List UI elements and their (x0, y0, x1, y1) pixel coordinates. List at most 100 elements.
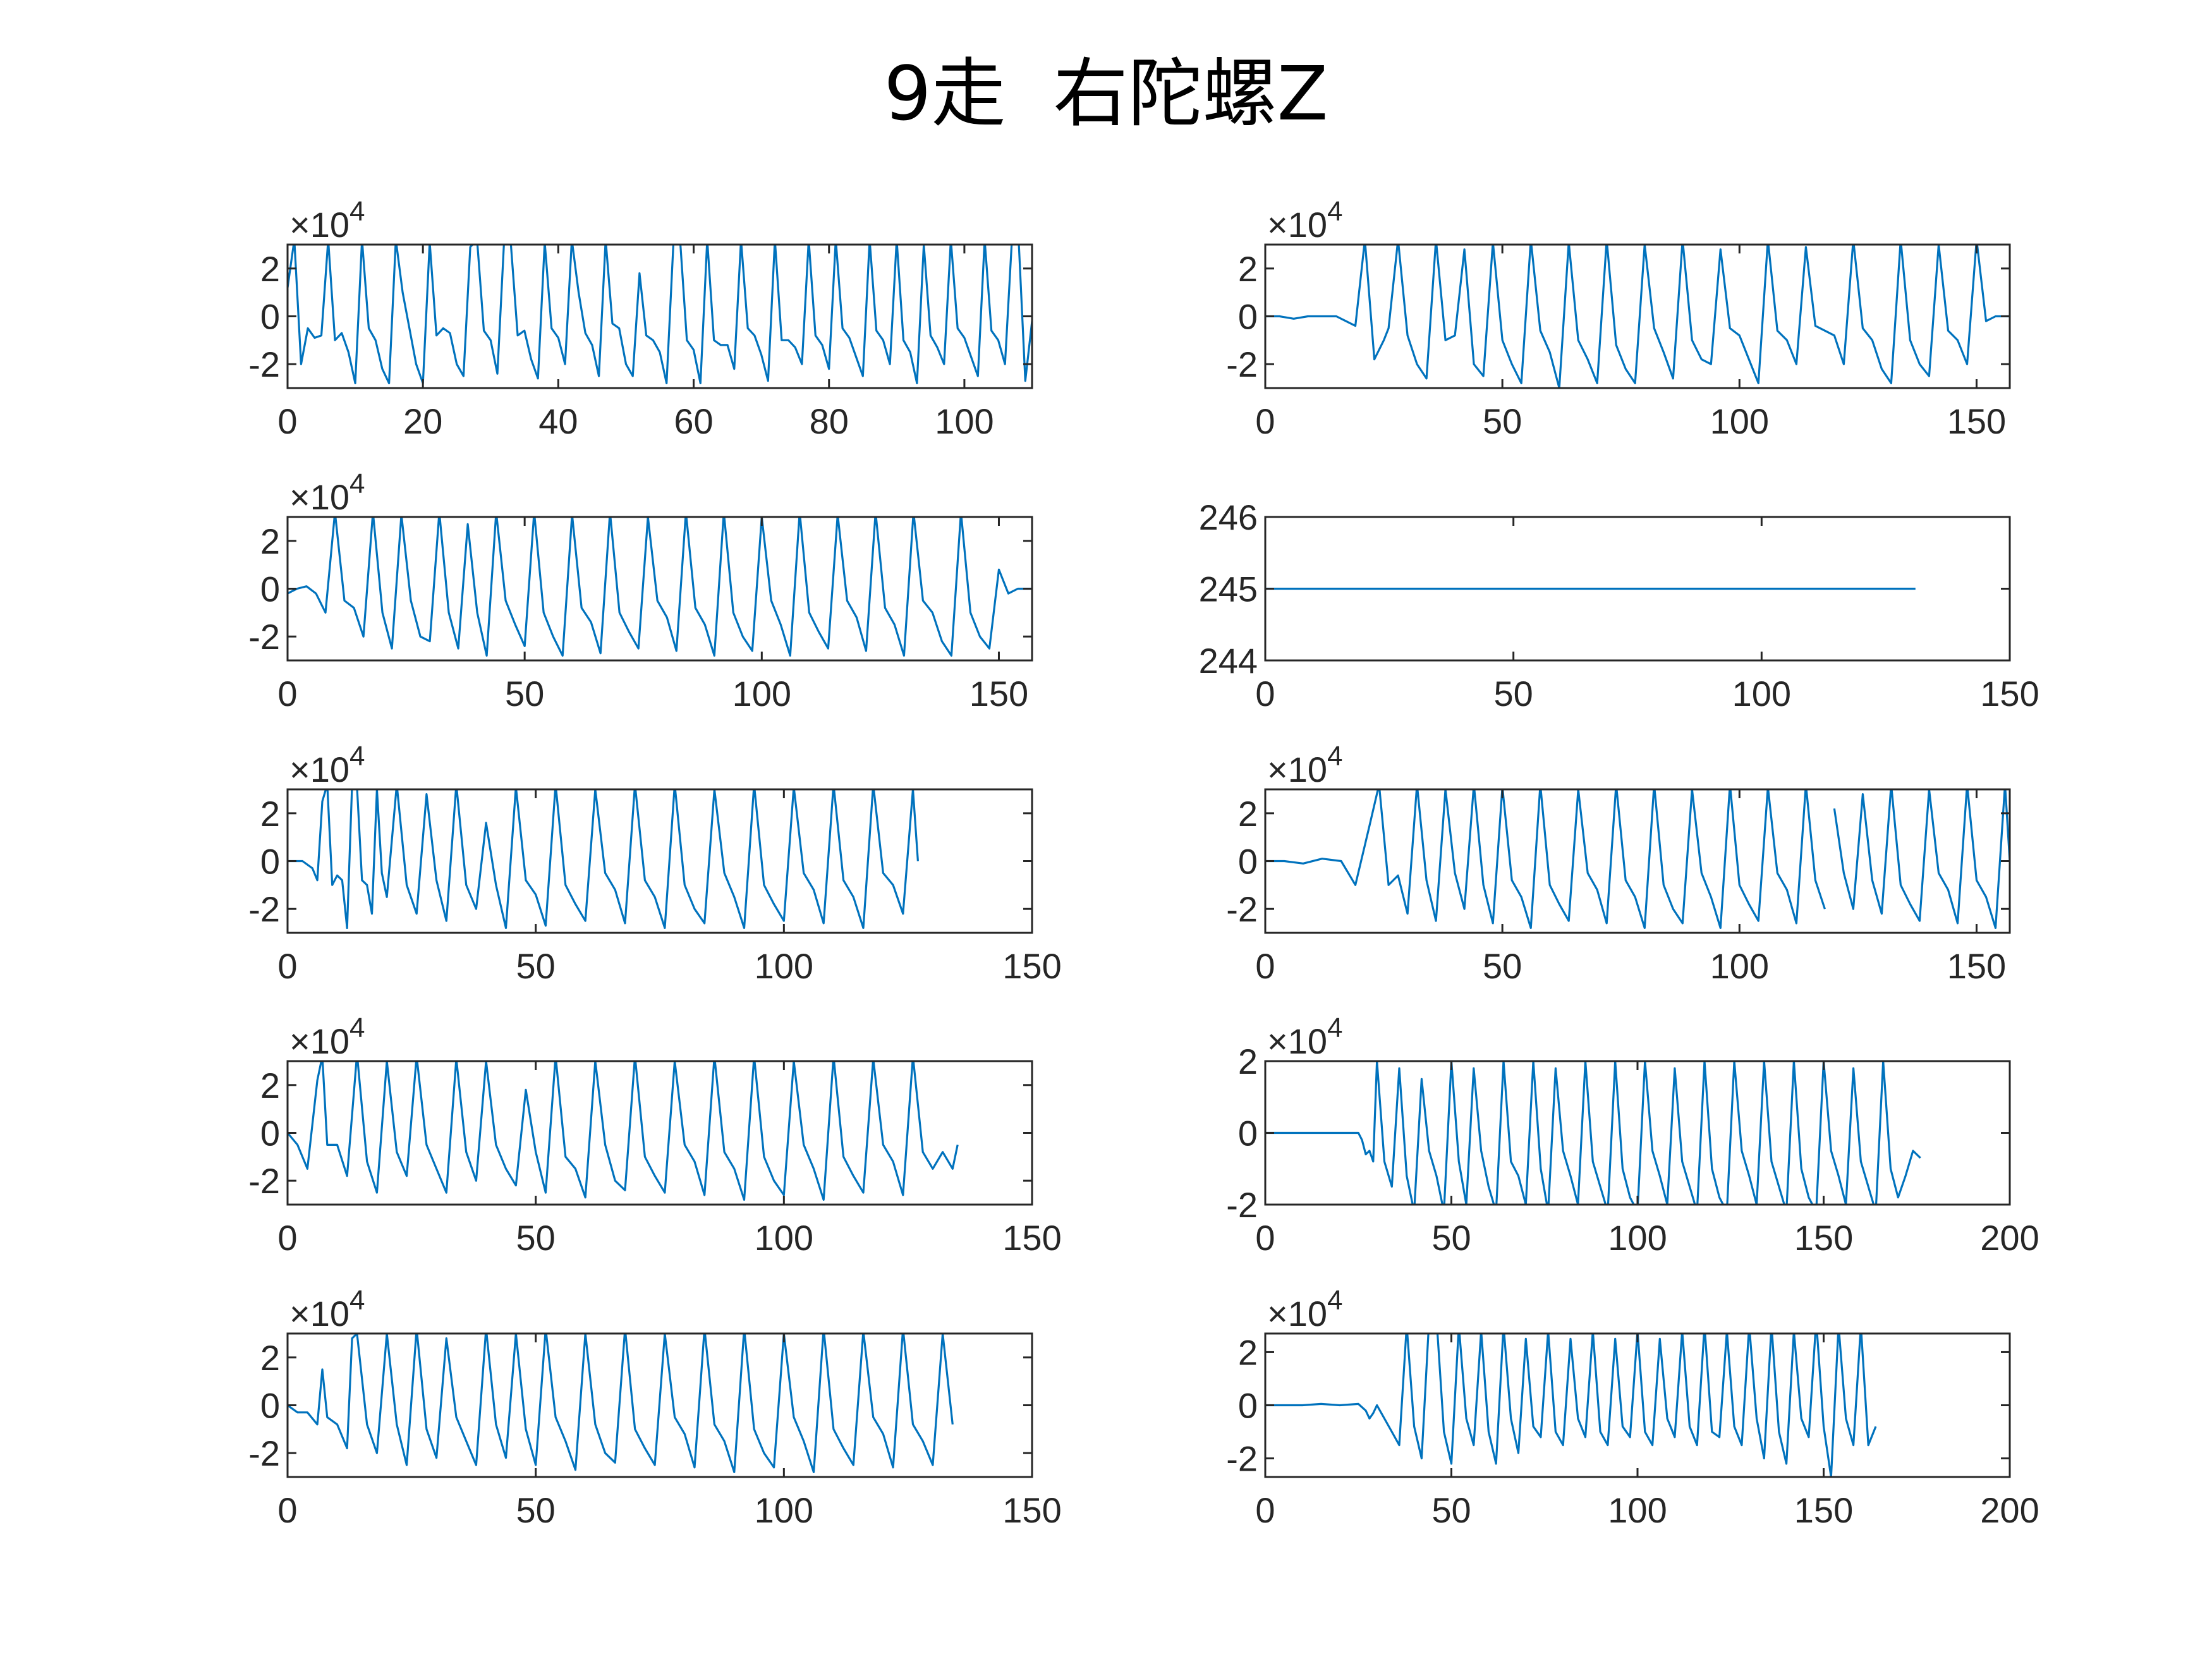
y-tick-label: 2 (260, 521, 280, 561)
x-tick-label: 50 (1431, 1218, 1471, 1258)
x-tick-label: 40 (538, 401, 578, 441)
subplot-9: 0 50 100 150 -2 0 2×104 (248, 1285, 1062, 1530)
y-tick-label: 0 (1238, 842, 1258, 882)
y-exponent-label: ×104 (1267, 1285, 1342, 1334)
x-tick-label: 150 (1980, 674, 2039, 714)
y-tick-label: 2 (1238, 1332, 1258, 1372)
x-tick-label: 100 (755, 946, 813, 986)
x-tick-label: 0 (1255, 401, 1275, 441)
y-exponent: 4 (1327, 741, 1342, 772)
subplot-2: 0 50 100 150 -2 0 2×104 (1226, 196, 2011, 441)
series-line (288, 1334, 954, 1473)
series-line (1265, 1061, 1921, 1205)
subplot-5: 0 50 100 150 -2 0 2×104 (248, 741, 1062, 986)
x-tick-label: 0 (1255, 1218, 1275, 1258)
x-tick-label: 200 (1980, 1490, 2039, 1530)
x-tick-label: 150 (1002, 946, 1061, 986)
y-exponent: 4 (1327, 1012, 1342, 1043)
y-tick-label: 0 (260, 569, 280, 609)
x-tick-label: 150 (1947, 401, 2006, 441)
y-tick-label: 0 (1238, 1114, 1258, 1153)
y-tick-label: 2 (1238, 1042, 1258, 1081)
series-line (288, 789, 919, 930)
x-tick-label: 50 (516, 1218, 556, 1258)
y-exponent: 4 (1327, 196, 1342, 227)
series-line (1265, 1334, 1877, 1477)
y-tick-label: -2 (248, 617, 280, 657)
subplot-3: 0 50 100 150 -2 0 2×104 (248, 468, 1033, 714)
y-tick-label: -2 (248, 889, 280, 929)
x-tick-label: 50 (1494, 674, 1533, 714)
subplot-4: 0 50 100 150 244 245 246 (1199, 497, 2039, 714)
x-tick-label: 150 (1947, 946, 2006, 986)
x-tick-label: 200 (1980, 1218, 2039, 1258)
subplot-1: 0 20 40 60 80 100 -2 0 2×104 (248, 196, 1033, 441)
subplot-6: 0 50 100 150 -2 0 2×104 (1226, 741, 2011, 986)
y-exponent: 4 (349, 741, 365, 772)
y-tick-label: 2 (1238, 794, 1258, 834)
y-tick-label: -2 (248, 1433, 280, 1473)
y-tick-label: 0 (260, 1386, 280, 1426)
x-tick-label: 80 (810, 401, 849, 441)
x-tick-label: 50 (516, 1490, 556, 1530)
x-tick-label: 0 (277, 674, 297, 714)
y-tick-label: 2 (1238, 249, 1258, 289)
y-tick-label: -2 (248, 1161, 280, 1201)
y-exponent-label: ×104 (289, 741, 365, 789)
x-tick-label: 100 (1732, 674, 1791, 714)
y-tick-label: 245 (1199, 569, 1258, 609)
y-exponent: 4 (349, 468, 365, 499)
x-tick-label: 0 (1255, 946, 1275, 986)
y-exponent-label: ×104 (289, 1012, 365, 1061)
subplot-8: 0 50 100 150 200-202×104 (1226, 1012, 2039, 1258)
x-tick-label: 50 (1483, 401, 1522, 441)
x-tick-label: 150 (1002, 1490, 1061, 1530)
series-line (1833, 789, 2010, 930)
x-tick-label: 100 (1608, 1218, 1667, 1258)
y-exponent: 4 (1327, 1285, 1342, 1316)
y-tick-label: 2 (260, 249, 280, 289)
y-tick-label: 2 (260, 1066, 280, 1105)
y-tick-label: 2 (260, 794, 280, 834)
subplot-7: 0 50 100 150 -2 0 2×104 (248, 1012, 1062, 1258)
y-tick-label: 2 (260, 1338, 280, 1378)
y-tick-label: -2 (1226, 1439, 1258, 1479)
y-tick-label: 0 (260, 1114, 280, 1153)
x-tick-label: 0 (1255, 674, 1275, 714)
series-line (288, 1061, 959, 1201)
x-tick-label: 100 (755, 1490, 813, 1530)
x-tick-label: 100 (1710, 401, 1769, 441)
x-tick-label: 60 (674, 401, 713, 441)
y-exponent-label: ×104 (289, 468, 365, 517)
x-tick-label: 0 (277, 946, 297, 986)
y-exponent-label: ×104 (1267, 741, 1342, 789)
x-tick-label: 150 (1794, 1490, 1853, 1530)
x-tick-label: 0 (277, 1490, 297, 1530)
x-tick-label: 20 (403, 401, 442, 441)
y-tick-label: -2 (248, 344, 280, 384)
y-exponent-label: ×104 (1267, 196, 1342, 245)
y-tick-label: 246 (1199, 497, 1258, 537)
x-tick-label: 100 (1608, 1490, 1667, 1530)
y-tick-label: 0 (260, 297, 280, 337)
x-tick-label: 50 (1483, 946, 1522, 986)
subplot-10: 0 50 100 150 200 -2 0 2×104 (1226, 1285, 2039, 1530)
figure-title: 9走 右陀螺Z (884, 50, 1328, 137)
x-tick-label: 150 (1794, 1218, 1853, 1258)
y-exponent-label: ×104 (289, 196, 365, 245)
y-tick-label: 244 (1199, 641, 1258, 681)
series-line (1265, 789, 1826, 930)
x-tick-label: 50 (516, 946, 556, 986)
plot-area (288, 245, 1032, 388)
x-tick-label: 150 (969, 674, 1028, 714)
y-tick-label: -2 (1226, 889, 1258, 929)
x-tick-label: 50 (1431, 1490, 1471, 1530)
y-exponent-label: ×104 (1267, 1012, 1342, 1061)
x-tick-label: 100 (1710, 946, 1769, 986)
y-tick-label: 0 (260, 842, 280, 882)
y-tick-label: -2 (1226, 344, 1258, 384)
x-tick-label: 0 (1255, 1490, 1275, 1530)
y-exponent: 4 (349, 1012, 365, 1043)
x-tick-label: 0 (277, 401, 297, 441)
